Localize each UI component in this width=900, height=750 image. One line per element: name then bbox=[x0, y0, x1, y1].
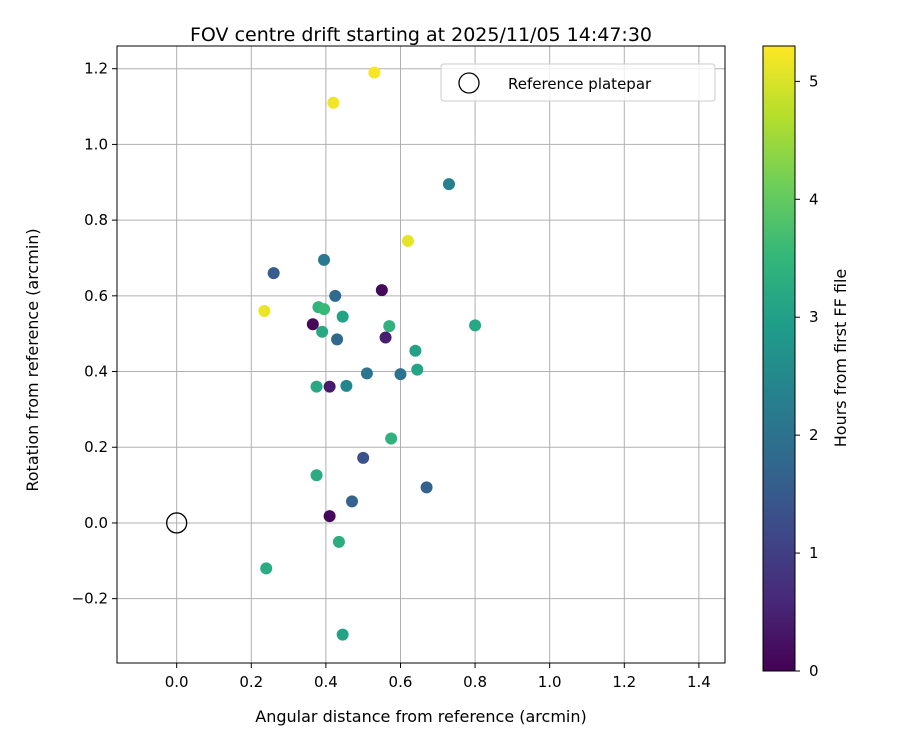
colorbar-label: Hours from first FF file bbox=[831, 269, 850, 448]
x-tick-label: 1.4 bbox=[687, 673, 711, 691]
colorbar-tick-label: 0 bbox=[809, 662, 819, 680]
x-tick-label: 1.0 bbox=[538, 673, 562, 691]
y-tick-label: 0.8 bbox=[84, 211, 108, 229]
data-point bbox=[442, 178, 455, 191]
plot-frame bbox=[116, 45, 726, 664]
data-point bbox=[469, 319, 482, 332]
colorbar-tick-label: 5 bbox=[809, 72, 819, 90]
y-axis-ticks: −0.2 0.0 0.2 0.4 0.6 0.8 1.0 1.2 bbox=[72, 60, 117, 608]
data-point bbox=[323, 380, 336, 393]
x-tick-label: 0.2 bbox=[239, 673, 263, 691]
data-point bbox=[306, 318, 319, 331]
x-tick-label: 0.4 bbox=[314, 673, 338, 691]
legend-label: Reference platepar bbox=[508, 75, 652, 93]
reference-marker-layer bbox=[166, 512, 188, 534]
colorbar-tick-label: 4 bbox=[809, 190, 819, 208]
data-point bbox=[316, 325, 329, 338]
y-tick-label: 1.2 bbox=[84, 60, 108, 78]
data-point bbox=[420, 481, 433, 494]
data-point bbox=[357, 451, 370, 464]
y-tick-label: 1.0 bbox=[84, 135, 108, 153]
data-point bbox=[332, 535, 345, 548]
data-point bbox=[327, 96, 340, 109]
y-tick-label: −0.2 bbox=[72, 590, 108, 608]
data-point bbox=[411, 363, 424, 376]
data-point bbox=[394, 368, 407, 381]
data-point bbox=[260, 562, 273, 575]
data-point bbox=[331, 333, 344, 346]
data-point bbox=[329, 289, 342, 302]
legend-marker-icon bbox=[458, 72, 480, 94]
data-point bbox=[258, 304, 271, 317]
x-tick-label: 0.0 bbox=[165, 673, 189, 691]
data-point bbox=[336, 310, 349, 323]
data-point bbox=[318, 303, 331, 316]
x-tick-label: 0.8 bbox=[463, 673, 487, 691]
y-tick-label: 0.6 bbox=[84, 287, 108, 305]
y-tick-label: 0.0 bbox=[84, 514, 108, 532]
data-point bbox=[375, 284, 388, 297]
data-point bbox=[383, 320, 396, 333]
data-point bbox=[310, 469, 323, 482]
data-point bbox=[336, 628, 349, 641]
x-axis-label: Angular distance from reference (arcmin) bbox=[255, 707, 586, 726]
data-points bbox=[258, 66, 482, 641]
data-point bbox=[345, 495, 358, 508]
data-point bbox=[368, 66, 381, 79]
legend-box bbox=[440, 63, 716, 102]
data-point bbox=[267, 267, 280, 280]
colorbar: 0 1 2 3 4 5 Hours from first FF file bbox=[762, 45, 850, 680]
reference-marker bbox=[166, 512, 188, 534]
colorbar-tick-label: 3 bbox=[809, 308, 819, 326]
data-point bbox=[379, 331, 392, 344]
colorbar-tick-label: 2 bbox=[809, 426, 819, 444]
data-point bbox=[323, 510, 336, 523]
data-point bbox=[401, 234, 414, 247]
data-point bbox=[310, 380, 323, 393]
grid bbox=[117, 46, 725, 663]
colorbar-gradient bbox=[762, 45, 796, 672]
colorbar-ticks: 0 1 2 3 4 5 bbox=[795, 72, 819, 680]
data-point bbox=[360, 367, 373, 380]
x-tick-label: 0.6 bbox=[389, 673, 413, 691]
data-point bbox=[340, 379, 353, 392]
data-point bbox=[409, 344, 422, 357]
x-tick-label: 1.2 bbox=[612, 673, 636, 691]
data-point bbox=[385, 432, 398, 445]
legend: Reference platepar bbox=[440, 63, 716, 102]
y-tick-label: 0.4 bbox=[84, 363, 108, 381]
chart-title: FOV centre drift starting at 2025/11/05 … bbox=[190, 24, 652, 46]
x-axis-ticks: 0.0 0.2 0.4 0.6 0.8 1.0 1.2 1.4 bbox=[165, 663, 711, 691]
y-axis-label: Rotation from reference (arcmin) bbox=[23, 228, 42, 491]
data-point bbox=[318, 253, 331, 266]
colorbar-tick-label: 1 bbox=[809, 544, 819, 562]
y-tick-label: 0.2 bbox=[84, 438, 108, 456]
